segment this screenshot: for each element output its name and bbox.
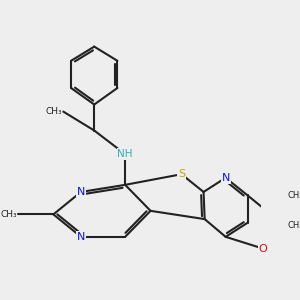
Text: NH: NH <box>117 149 133 159</box>
Text: CH₃: CH₃ <box>0 210 17 219</box>
Text: CH₃: CH₃ <box>288 191 300 200</box>
Text: CH₃: CH₃ <box>288 220 300 230</box>
Text: S: S <box>178 169 185 179</box>
Text: N: N <box>77 232 85 242</box>
Text: CH₃: CH₃ <box>45 107 62 116</box>
Text: N: N <box>77 187 85 197</box>
Text: N: N <box>221 173 230 183</box>
Text: O: O <box>259 244 268 254</box>
